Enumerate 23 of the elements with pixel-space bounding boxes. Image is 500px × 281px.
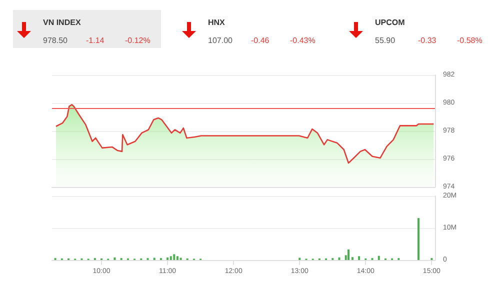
bar — [347, 249, 350, 260]
bar — [358, 256, 360, 260]
text: -1.14 — [86, 36, 104, 45]
text: 978.50 — [43, 36, 68, 45]
bar — [170, 256, 172, 260]
bar — [114, 257, 116, 260]
text: -0.43% — [290, 36, 316, 45]
bar — [378, 256, 380, 260]
text: -0.33 — [418, 36, 436, 45]
bar — [166, 257, 169, 260]
bar — [176, 256, 178, 260]
text: 55.90 — [375, 36, 396, 45]
text: UPCOM — [375, 18, 405, 27]
bar — [351, 257, 354, 260]
bar — [173, 254, 176, 260]
text: -0.12% — [125, 36, 150, 45]
text: 107.00 — [208, 36, 232, 45]
bar — [338, 257, 340, 260]
text: VN INDEX — [43, 18, 81, 27]
text: HNX — [208, 18, 225, 27]
text: -0.46 — [251, 36, 270, 45]
text: -0.58% — [457, 36, 482, 45]
bar — [417, 218, 420, 260]
